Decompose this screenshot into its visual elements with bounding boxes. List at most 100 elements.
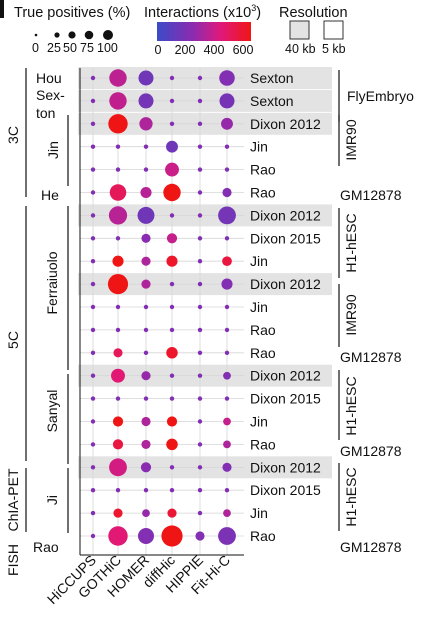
dot-fit-hi-c-row-10	[224, 304, 230, 310]
dot-fit-hi-c-row-3	[224, 144, 230, 149]
row-label: Dixon 2015	[250, 482, 321, 498]
dot-gothic-row-6	[108, 206, 128, 225]
row-label: Jin	[250, 253, 268, 269]
dot-fit-hi-c-row-0	[219, 70, 235, 86]
dot-gothic-row-19	[113, 508, 123, 518]
dot-hiccups-row-5	[90, 190, 96, 195]
dot-diffhic-row-9	[169, 281, 175, 287]
dot-fit-hi-c-row-8	[222, 256, 232, 267]
dot-gothic-row-7	[115, 236, 121, 241]
dot-hippie-row-3	[197, 144, 203, 149]
dot-hiccups-row-12	[90, 350, 96, 355]
size-legend-dot-25	[54, 32, 60, 38]
dot-hiccups-row-14	[90, 396, 96, 401]
dot-hiccups-row-20	[90, 533, 96, 539]
dot-gothic-row-16	[112, 439, 124, 450]
group-label-imr90-b: IMR90	[343, 294, 359, 335]
dot-diffhic-row-19	[167, 508, 177, 518]
row-label: Dixon 2012	[250, 116, 321, 132]
color-tick-400: 400	[204, 43, 225, 57]
dot-hiccups-row-2	[90, 121, 96, 127]
dot-fit-hi-c-row-17	[222, 462, 232, 472]
dot-gothic-row-0	[109, 69, 127, 87]
dot-hiccups-row-6	[90, 213, 96, 218]
dot-hiccups-row-3	[90, 144, 96, 149]
dot-gothic-row-9	[107, 274, 129, 295]
group-label-3c: 3C	[5, 126, 21, 144]
group-label-gm12878-a: GM12878	[340, 187, 402, 203]
dot-homer-row-15	[141, 416, 151, 427]
legend-corner-mark	[0, 0, 4, 18]
study-label-sanyal: Sanyal	[44, 390, 60, 433]
dot-hiccups-row-15	[90, 419, 96, 424]
resolution-swatch-5kb	[323, 20, 344, 40]
row-label: Dixon 2012	[250, 207, 321, 223]
dot-fit-hi-c-row-15	[223, 417, 231, 426]
group-label-imr90-a: IMR90	[343, 119, 359, 160]
dot-hiccups-row-0	[90, 75, 96, 81]
dot-diffhic-row-3	[166, 140, 178, 153]
dot-fit-hi-c-row-13	[223, 371, 231, 380]
group-label-gm12878-c: GM12878	[340, 443, 402, 459]
grid-lines	[79, 68, 244, 556]
dot-hippie-row-4	[197, 167, 203, 172]
dot-homer-row-0	[138, 70, 154, 86]
dot-hippie-row-8	[197, 259, 203, 264]
color-legend-title-main: Interactions (x10	[144, 5, 251, 21]
dot-homer-row-10	[143, 304, 149, 310]
dot-gothic-row-17	[109, 458, 127, 477]
dot-hippie-row-6	[197, 213, 203, 218]
dot-diffhic-row-10	[169, 304, 175, 310]
size-tick-75: 75	[80, 41, 94, 55]
dot-fit-hi-c-row-2	[221, 117, 233, 130]
study-label-sexton-b: ton	[36, 105, 55, 121]
row-labels: Sexton Sexton Dixon 2012 Jin Rao Rao Dixon 201…	[250, 70, 321, 544]
row-label: Dixon 2012	[250, 276, 321, 292]
dot-homer-row-13	[141, 371, 151, 381]
dot-hiccups-row-10	[90, 304, 96, 310]
resolution-label-5kb: 5 kb	[322, 42, 346, 56]
size-tick-25: 25	[47, 41, 61, 55]
dot-homer-row-19	[142, 509, 150, 517]
row-label: Jin	[250, 505, 268, 521]
dot-homer-row-12	[143, 350, 149, 355]
row-label: Sexton	[250, 93, 294, 109]
resolution-legend: Resolution 40 kb 5 kb	[279, 5, 348, 56]
dot-fit-hi-c-row-12	[224, 350, 230, 355]
dot-homer-row-18	[143, 488, 149, 493]
dot-hiccups-row-7	[90, 236, 96, 241]
group-label-h1hesc-a: H1-hESC	[343, 213, 359, 272]
color-legend-title-close: )	[256, 5, 261, 21]
dot-homer-row-20	[137, 527, 155, 545]
size-legend-dot-50	[68, 31, 76, 39]
dot-diffhic-row-12	[166, 347, 178, 359]
row-label: Dixon 2012	[250, 459, 321, 475]
dot-diffhic-row-5	[163, 183, 181, 202]
dot-hippie-row-13	[197, 373, 203, 378]
color-tick-600: 600	[233, 43, 254, 57]
dot-hiccups-row-16	[90, 442, 96, 447]
dot-hippie-row-17	[197, 465, 203, 470]
study-label-ji: Ji	[44, 495, 60, 505]
dot-homer-row-8	[141, 256, 151, 266]
row-label: Jin	[250, 299, 268, 315]
row-label: Jin	[250, 414, 268, 430]
group-label-fish: FISH	[5, 544, 21, 576]
row-label: Rao	[250, 185, 276, 201]
dot-hiccups-row-13	[90, 373, 96, 378]
dot-fit-hi-c-row-4	[224, 167, 230, 172]
dot-fit-hi-c-row-14	[224, 396, 230, 401]
row-label: Jin	[250, 139, 268, 155]
dot-homer-row-1	[138, 93, 154, 109]
dot-gothic-row-8	[112, 255, 124, 267]
dot-fit-hi-c-row-7	[224, 236, 230, 241]
row-label: Dixon 2012	[250, 368, 321, 384]
size-tick-50: 50	[63, 41, 77, 55]
size-legend-dot-0	[34, 33, 38, 37]
dot-gothic-row-10	[115, 304, 121, 310]
dot-fit-hi-c-row-1	[219, 93, 235, 109]
dot-homer-row-11	[143, 327, 149, 333]
color-legend-title-sup: 3	[251, 3, 256, 13]
dot-diffhic-row-13	[169, 373, 175, 378]
